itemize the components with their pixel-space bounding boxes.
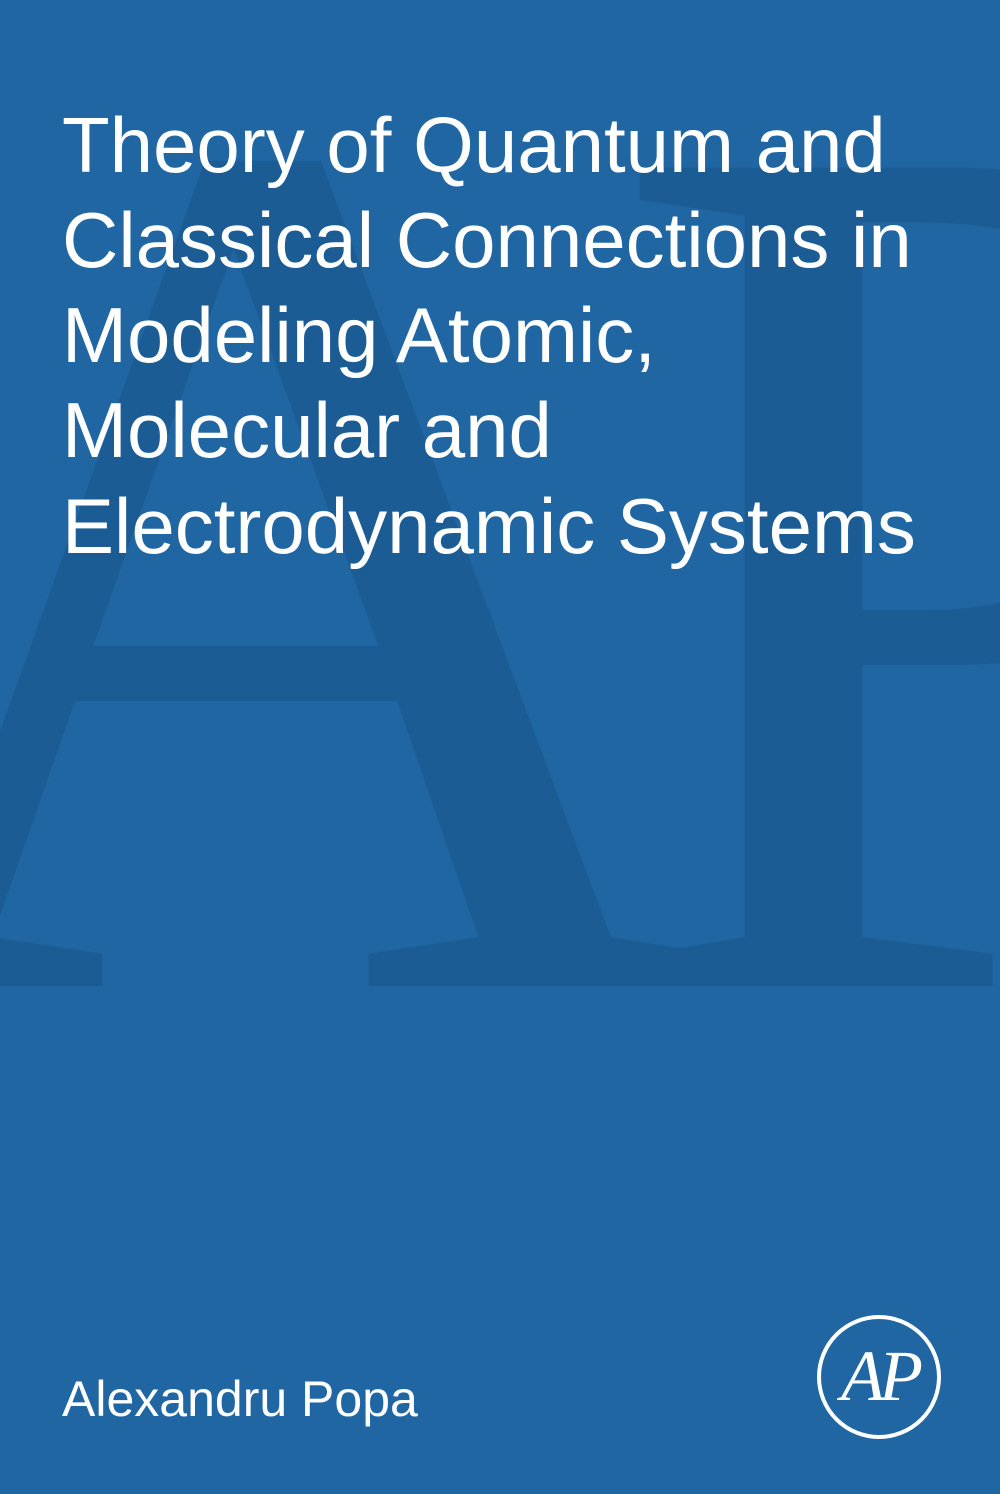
author-name: Alexandru Popa xyxy=(62,1370,418,1428)
book-cover: AP Theory of Quantum and Classical Conne… xyxy=(0,0,1000,1494)
publisher-logo-icon: AP xyxy=(814,1312,944,1442)
book-title: Theory of Quantum and Classical Connecti… xyxy=(62,98,960,574)
svg-text:AP: AP xyxy=(837,1336,922,1416)
